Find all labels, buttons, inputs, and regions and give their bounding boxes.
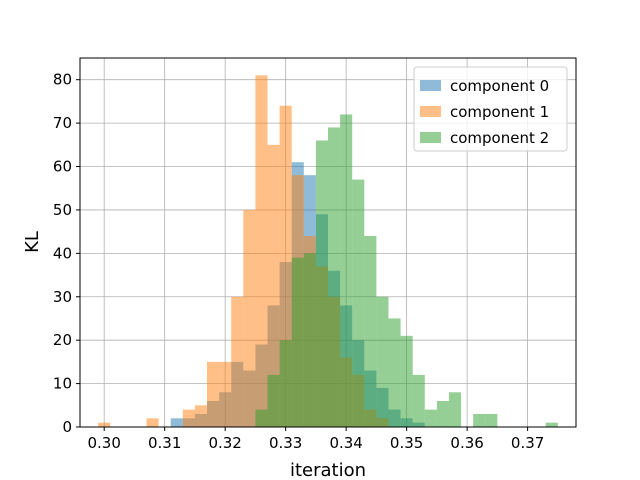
histogram-bar [485,413,498,427]
histogram-bar [255,409,268,427]
x-tick-label: 0.33 [269,434,302,452]
histogram-bar [146,418,159,427]
y-tick-label: 40 [53,244,72,262]
histogram-bar [412,374,425,427]
histogram-bar [352,179,365,427]
histogram-bar [170,418,183,427]
histogram-bar [98,422,111,427]
histogram-bar [376,296,389,427]
histogram-bar [267,144,280,427]
histogram-bar [182,409,195,427]
plot-frame [79,57,577,428]
histogram-bar [424,409,437,427]
y-tick-label: 0 [62,418,72,436]
legend: component 0 component 1 component 2 [413,66,568,152]
histogram-bar [194,405,208,427]
histogram-bars [98,75,558,428]
legend-swatch [420,132,441,143]
histogram-bar [255,75,268,427]
legend-label: component 1 [450,103,549,121]
y-tick-label: 80 [53,71,72,89]
histogram-bar [303,253,316,427]
x-tick-label: 0.32 [208,434,241,452]
x-axis-label: iteration [290,460,366,480]
legend-swatch [420,106,441,117]
histogram-bar [219,361,232,427]
y-tick-label: 50 [53,201,72,219]
legend-box [413,66,568,152]
histogram-bar [328,127,341,427]
histogram-bar [364,235,377,427]
x-axis-ticks: 0.30 0.31 0.32 0.33 0.34 0.35 0.36 0.37 [87,427,544,452]
y-tick-label: 10 [53,375,72,393]
x-tick-label: 0.37 [511,434,544,452]
y-tick-label: 30 [53,288,72,306]
histogram-bar [473,413,486,427]
histogram-bar [291,257,304,427]
x-tick-label: 0.34 [329,434,362,452]
histogram-bar [388,318,401,427]
histogram-bar [400,335,413,427]
histogram-bar [267,374,280,427]
y-tick-label: 60 [53,158,72,176]
histogram-bar [243,209,256,427]
legend-swatch [420,80,441,91]
histogram-bar [207,361,220,427]
y-tick-label: 20 [53,331,72,349]
series-2 [255,114,558,427]
histogram-bar [315,140,328,427]
y-axis-ticks: 0 10 20 30 40 50 60 70 80 [53,71,80,436]
histogram-bar [436,400,449,427]
x-tick-label: 0.35 [390,434,423,452]
y-axis-label: KL [22,231,43,253]
legend-label: component 0 [450,77,549,95]
y-tick-label: 70 [53,114,72,132]
histogram-bar [279,340,292,427]
histogram-bar [231,296,244,427]
histogram-bar [448,392,462,427]
x-tick-label: 0.31 [148,434,181,452]
histogram-bar [545,422,558,427]
x-tick-label: 0.36 [450,434,483,452]
histogram-bar [340,114,353,427]
legend-label: component 2 [450,129,549,147]
x-tick-label: 0.30 [87,434,120,452]
